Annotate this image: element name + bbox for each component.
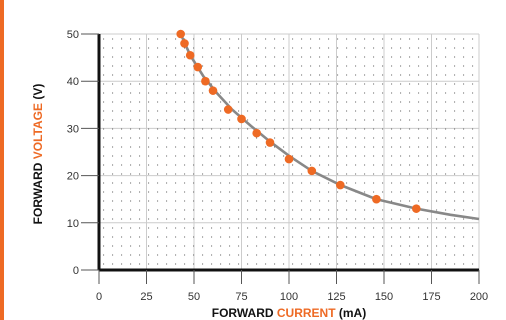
x-axis-title-part-3: (mA) [336,306,367,320]
y-tick-label-5: 50 [67,29,79,41]
data-point-8 [252,128,261,138]
x-tick-label-2: 50 [188,291,200,303]
y-tick-label-4: 40 [67,76,79,88]
data-point-9 [265,138,275,147]
data-point-2 [185,50,195,60]
x-tick-label-8: 200 [470,291,488,303]
trend-curve [179,33,480,221]
y-tick-label-0: 0 [73,265,79,277]
data-point-12 [336,180,345,190]
data-points [176,29,421,213]
x-tick-label-0: 0 [96,291,102,303]
data-point-0 [176,29,185,39]
data-point-1 [180,39,189,48]
data-point-6 [223,105,233,114]
data-point-14 [412,204,421,213]
grid [98,33,480,271]
data-point-7 [237,114,246,124]
data-point-11 [307,166,317,176]
x-axis-title-highlight: CURRENT [277,306,336,320]
x-tick-label-7: 175 [422,291,440,303]
x-axis-title-part-1: FORWARD [212,306,277,320]
x-tick-labels: 0 25 50 75 100 125 150 175 200 [96,270,488,303]
x-tick-label-1: 25 [140,291,152,303]
x-tick-label-6: 150 [375,291,393,303]
y-axis-title-part-3: (V) [31,84,45,103]
data-point-4 [201,76,210,86]
y-tick-label-3: 30 [67,123,79,135]
y-tick-label-2: 20 [67,171,79,183]
data-point-13 [372,194,381,204]
y-tick-labels: 0 10 20 30 40 50 [67,29,99,277]
y-axis-title: FORWARD VOLTAGE (V) [31,84,45,225]
data-point-10 [284,154,294,164]
y-axis-title-part-1: FORWARD [31,159,45,224]
left-accent-bar [0,0,4,320]
x-tick-label-5: 125 [327,291,345,303]
data-point-5 [208,86,218,95]
x-axis-title: FORWARD CURRENT (mA) [212,306,366,320]
x-tick-label-4: 100 [280,291,298,303]
x-tick-label-3: 75 [235,291,247,303]
y-axis-title-highlight: VOLTAGE [31,103,45,159]
data-point-3 [193,62,203,72]
y-tick-label-1: 10 [67,218,79,230]
